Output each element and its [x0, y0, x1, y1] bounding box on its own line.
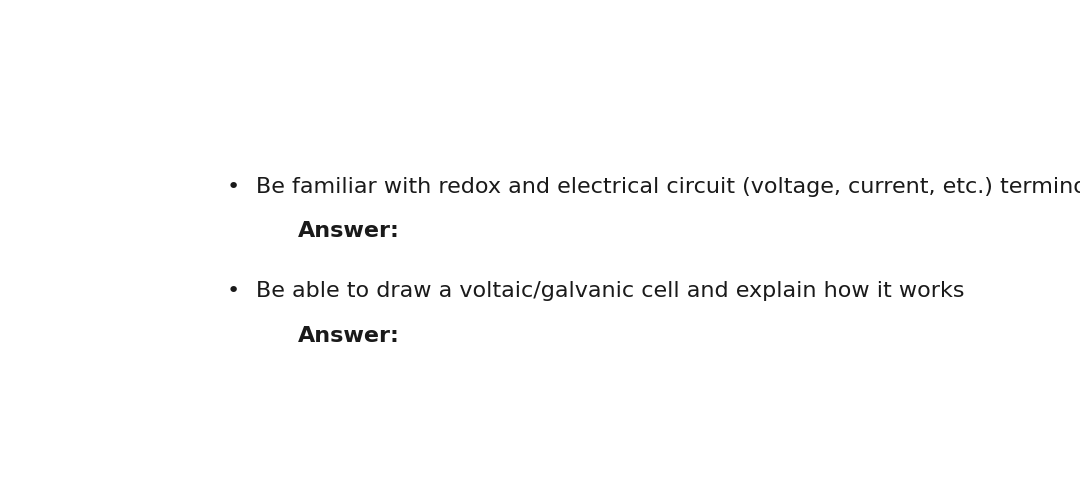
Text: Be familiar with redox and electrical circuit (voltage, current, etc.) terminolo: Be familiar with redox and electrical ci…: [256, 177, 1080, 197]
Text: Be able to draw a voltaic/galvanic cell and explain how it works: Be able to draw a voltaic/galvanic cell …: [256, 281, 964, 301]
Text: •: •: [227, 281, 240, 301]
Text: Answer:: Answer:: [298, 221, 400, 242]
Text: Answer:: Answer:: [298, 326, 400, 346]
Text: •: •: [227, 177, 240, 197]
